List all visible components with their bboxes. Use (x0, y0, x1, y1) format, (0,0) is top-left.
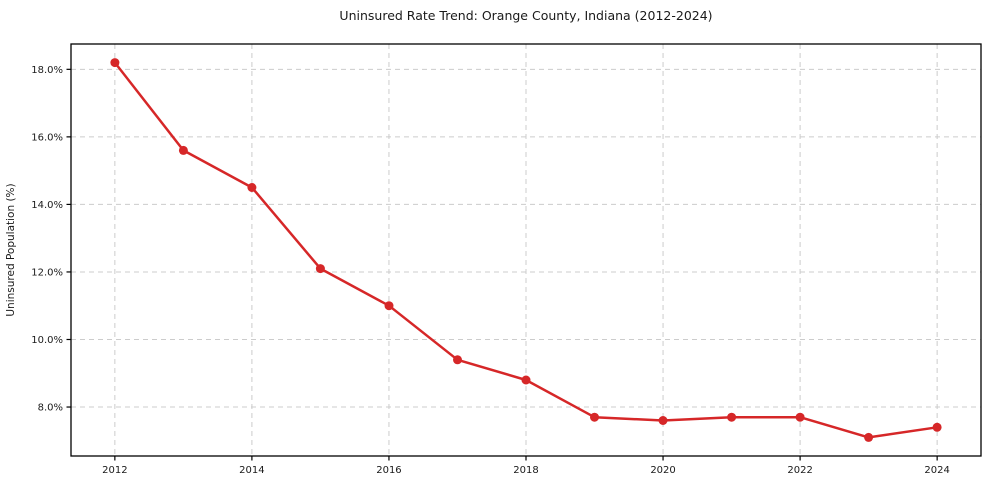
x-tick-label: 2016 (376, 465, 401, 476)
data-point-marker (727, 412, 737, 422)
y-tick-label: 8.0% (38, 403, 63, 414)
data-point-marker (178, 145, 188, 155)
data-point-marker (932, 422, 942, 432)
x-tick-label: 2022 (787, 465, 812, 476)
x-tick-label: 2018 (513, 465, 538, 476)
x-tick-label: 2014 (239, 465, 264, 476)
data-point-marker (864, 432, 874, 442)
x-tick-label: 2024 (924, 465, 949, 476)
data-point-marker (658, 416, 668, 425)
y-tick-label: 16.0% (31, 132, 63, 143)
data-point-marker (795, 412, 805, 422)
y-tick-label: 18.0% (31, 65, 63, 76)
data-point-marker (384, 301, 394, 311)
data-point-marker (247, 183, 257, 192)
data-point-marker (521, 375, 531, 385)
x-tick-label: 2020 (650, 465, 675, 476)
data-point-marker (315, 264, 325, 274)
y-tick-label: 14.0% (31, 200, 63, 211)
y-tick-label: 12.0% (31, 267, 63, 278)
data-point-marker (590, 412, 599, 422)
data-point-marker (110, 58, 120, 68)
chart-title: Uninsured Rate Trend: Orange County, Ind… (339, 8, 713, 23)
y-tick-label: 10.0% (31, 335, 63, 346)
data-point-marker (453, 355, 462, 365)
plot-border (70, 43, 982, 457)
x-tick-label: 2012 (102, 465, 127, 476)
